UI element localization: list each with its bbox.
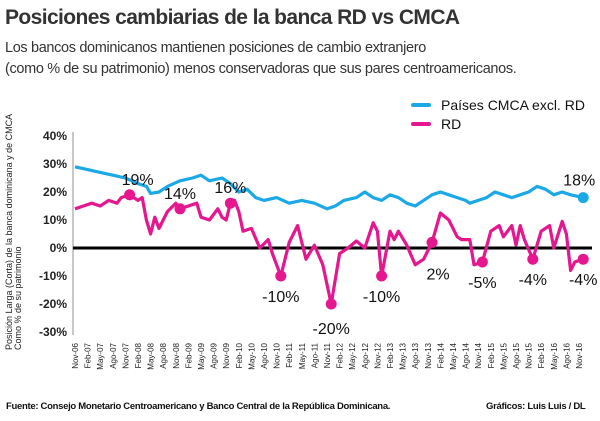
x-tick-label: Nov-08	[172, 342, 181, 368]
x-tick-label: May-13	[399, 342, 408, 369]
x-tick-label: Nov-06	[71, 342, 80, 368]
x-tick-label: May-09	[197, 342, 206, 369]
x-tick-label: Ago-11	[310, 342, 319, 368]
y-tick-label: -10%	[39, 269, 67, 283]
x-tick-label: May-16	[550, 342, 559, 369]
x-tick-label: Feb-16	[537, 342, 546, 368]
data-label: 19%	[122, 172, 154, 189]
x-tick-label: Feb-11	[285, 342, 294, 367]
data-label: -4%	[519, 272, 547, 289]
x-tick-label: Ago-14	[462, 342, 471, 368]
data-point-marker	[224, 197, 236, 209]
data-point-marker	[527, 253, 539, 265]
data-label: -10%	[262, 289, 299, 306]
credit-note: Gráficos: Luis Luis / DL	[486, 401, 586, 412]
y-tick-label: -20%	[39, 297, 67, 311]
data-label: 14%	[164, 186, 196, 203]
x-tick-label: May-07	[96, 342, 105, 369]
legend-swatch-cmca	[411, 103, 431, 107]
x-tick-label: May-08	[147, 342, 156, 369]
data-point-marker	[476, 256, 488, 268]
x-tick-label: May-11	[298, 342, 307, 369]
data-label: -10%	[363, 289, 400, 306]
x-tick-label: Feb-09	[184, 342, 193, 368]
y-tick-label: 20%	[43, 185, 67, 199]
rd-series-line	[74, 193, 584, 306]
data-label: -20%	[313, 321, 350, 338]
x-tick-label: Feb-07	[84, 342, 93, 368]
x-tick-label: Feb-14	[436, 342, 445, 368]
x-tick-label: Feb-13	[386, 342, 395, 368]
y-tick-label: 40%	[43, 129, 67, 143]
x-tick-label: Nov-15	[525, 342, 534, 368]
x-tick-label: Feb-08	[134, 342, 143, 368]
source-note: Fuente: Consejo Monetario Centroamerican…	[6, 401, 391, 412]
legend-label-rd: RD	[441, 116, 462, 132]
x-tick-label: Feb-15	[487, 342, 496, 368]
x-tick-label: Nov-11	[323, 342, 332, 368]
data-point-marker	[275, 270, 287, 282]
x-tick-label: Nov-07	[121, 342, 130, 368]
x-tick-label: May-14	[449, 342, 458, 369]
x-tick-label: Feb-10	[235, 342, 244, 368]
y-tick-label: -30%	[39, 325, 67, 339]
legend-swatch-rd	[411, 122, 431, 126]
data-label: 18%	[563, 173, 595, 190]
x-tick-label: Nov-09	[222, 342, 231, 368]
data-point-marker	[376, 270, 388, 282]
data-label: 16%	[214, 180, 246, 197]
x-tick-label: Nov-10	[273, 342, 282, 368]
cmca-series-line	[74, 165, 584, 211]
legend-label-cmca: Países CMCA excl. RD	[441, 97, 585, 113]
y-tick-label: 30%	[43, 157, 67, 171]
x-tick-label: Ago-09	[210, 342, 219, 368]
legend-item-cmca: Países CMCA excl. RD	[411, 97, 585, 113]
data-point-marker	[325, 298, 337, 310]
chart-subtitle-line-1: Los bancos dominicanos mantienen posicio…	[5, 40, 426, 56]
y-axis-label-line-2: Como % de su patrimonio	[13, 246, 23, 350]
x-tick-label: May-10	[247, 342, 256, 369]
x-tick-label: Nov-14	[474, 342, 483, 368]
x-tick-label: Ago-10	[260, 342, 269, 368]
x-tick-label: Ago-15	[512, 342, 521, 368]
x-tick-label: Ago-13	[411, 342, 420, 368]
data-point-marker	[426, 236, 438, 248]
x-tick-label: Nov-13	[424, 342, 433, 368]
x-tick-label: Ago-08	[159, 342, 168, 368]
data-point-marker	[577, 253, 589, 265]
y-tick-label: 10%	[43, 213, 67, 227]
x-tick-label: Feb-12	[336, 342, 345, 368]
x-tick-label: Nov-16	[575, 342, 584, 368]
data-label: -5%	[468, 275, 496, 292]
x-tick-label: Ago-07	[109, 342, 118, 368]
data-point-marker	[124, 189, 136, 201]
data-label: -4%	[569, 272, 597, 289]
x-tick-label: Ago-12	[361, 342, 370, 368]
y-tick-label: 0%	[50, 241, 68, 255]
data-point-marker	[577, 192, 589, 204]
chart-title: Posiciones cambiarias de la banca RD vs …	[5, 6, 460, 29]
x-tick-label: Ago-16	[562, 342, 571, 368]
y-axis-label-line-1: Posición Larga (Corta) de la banca domin…	[4, 114, 14, 350]
x-tick-label: Nov-12	[373, 342, 382, 368]
data-label: 2%	[426, 266, 449, 283]
x-tick-label: May-15	[499, 342, 508, 369]
chart-subtitle-line-2: (como % de su patrimonio) menos conserva…	[5, 61, 517, 77]
data-point-marker	[174, 203, 186, 215]
x-tick-label: May-12	[348, 342, 357, 369]
legend-item-rd: RD	[411, 116, 461, 132]
